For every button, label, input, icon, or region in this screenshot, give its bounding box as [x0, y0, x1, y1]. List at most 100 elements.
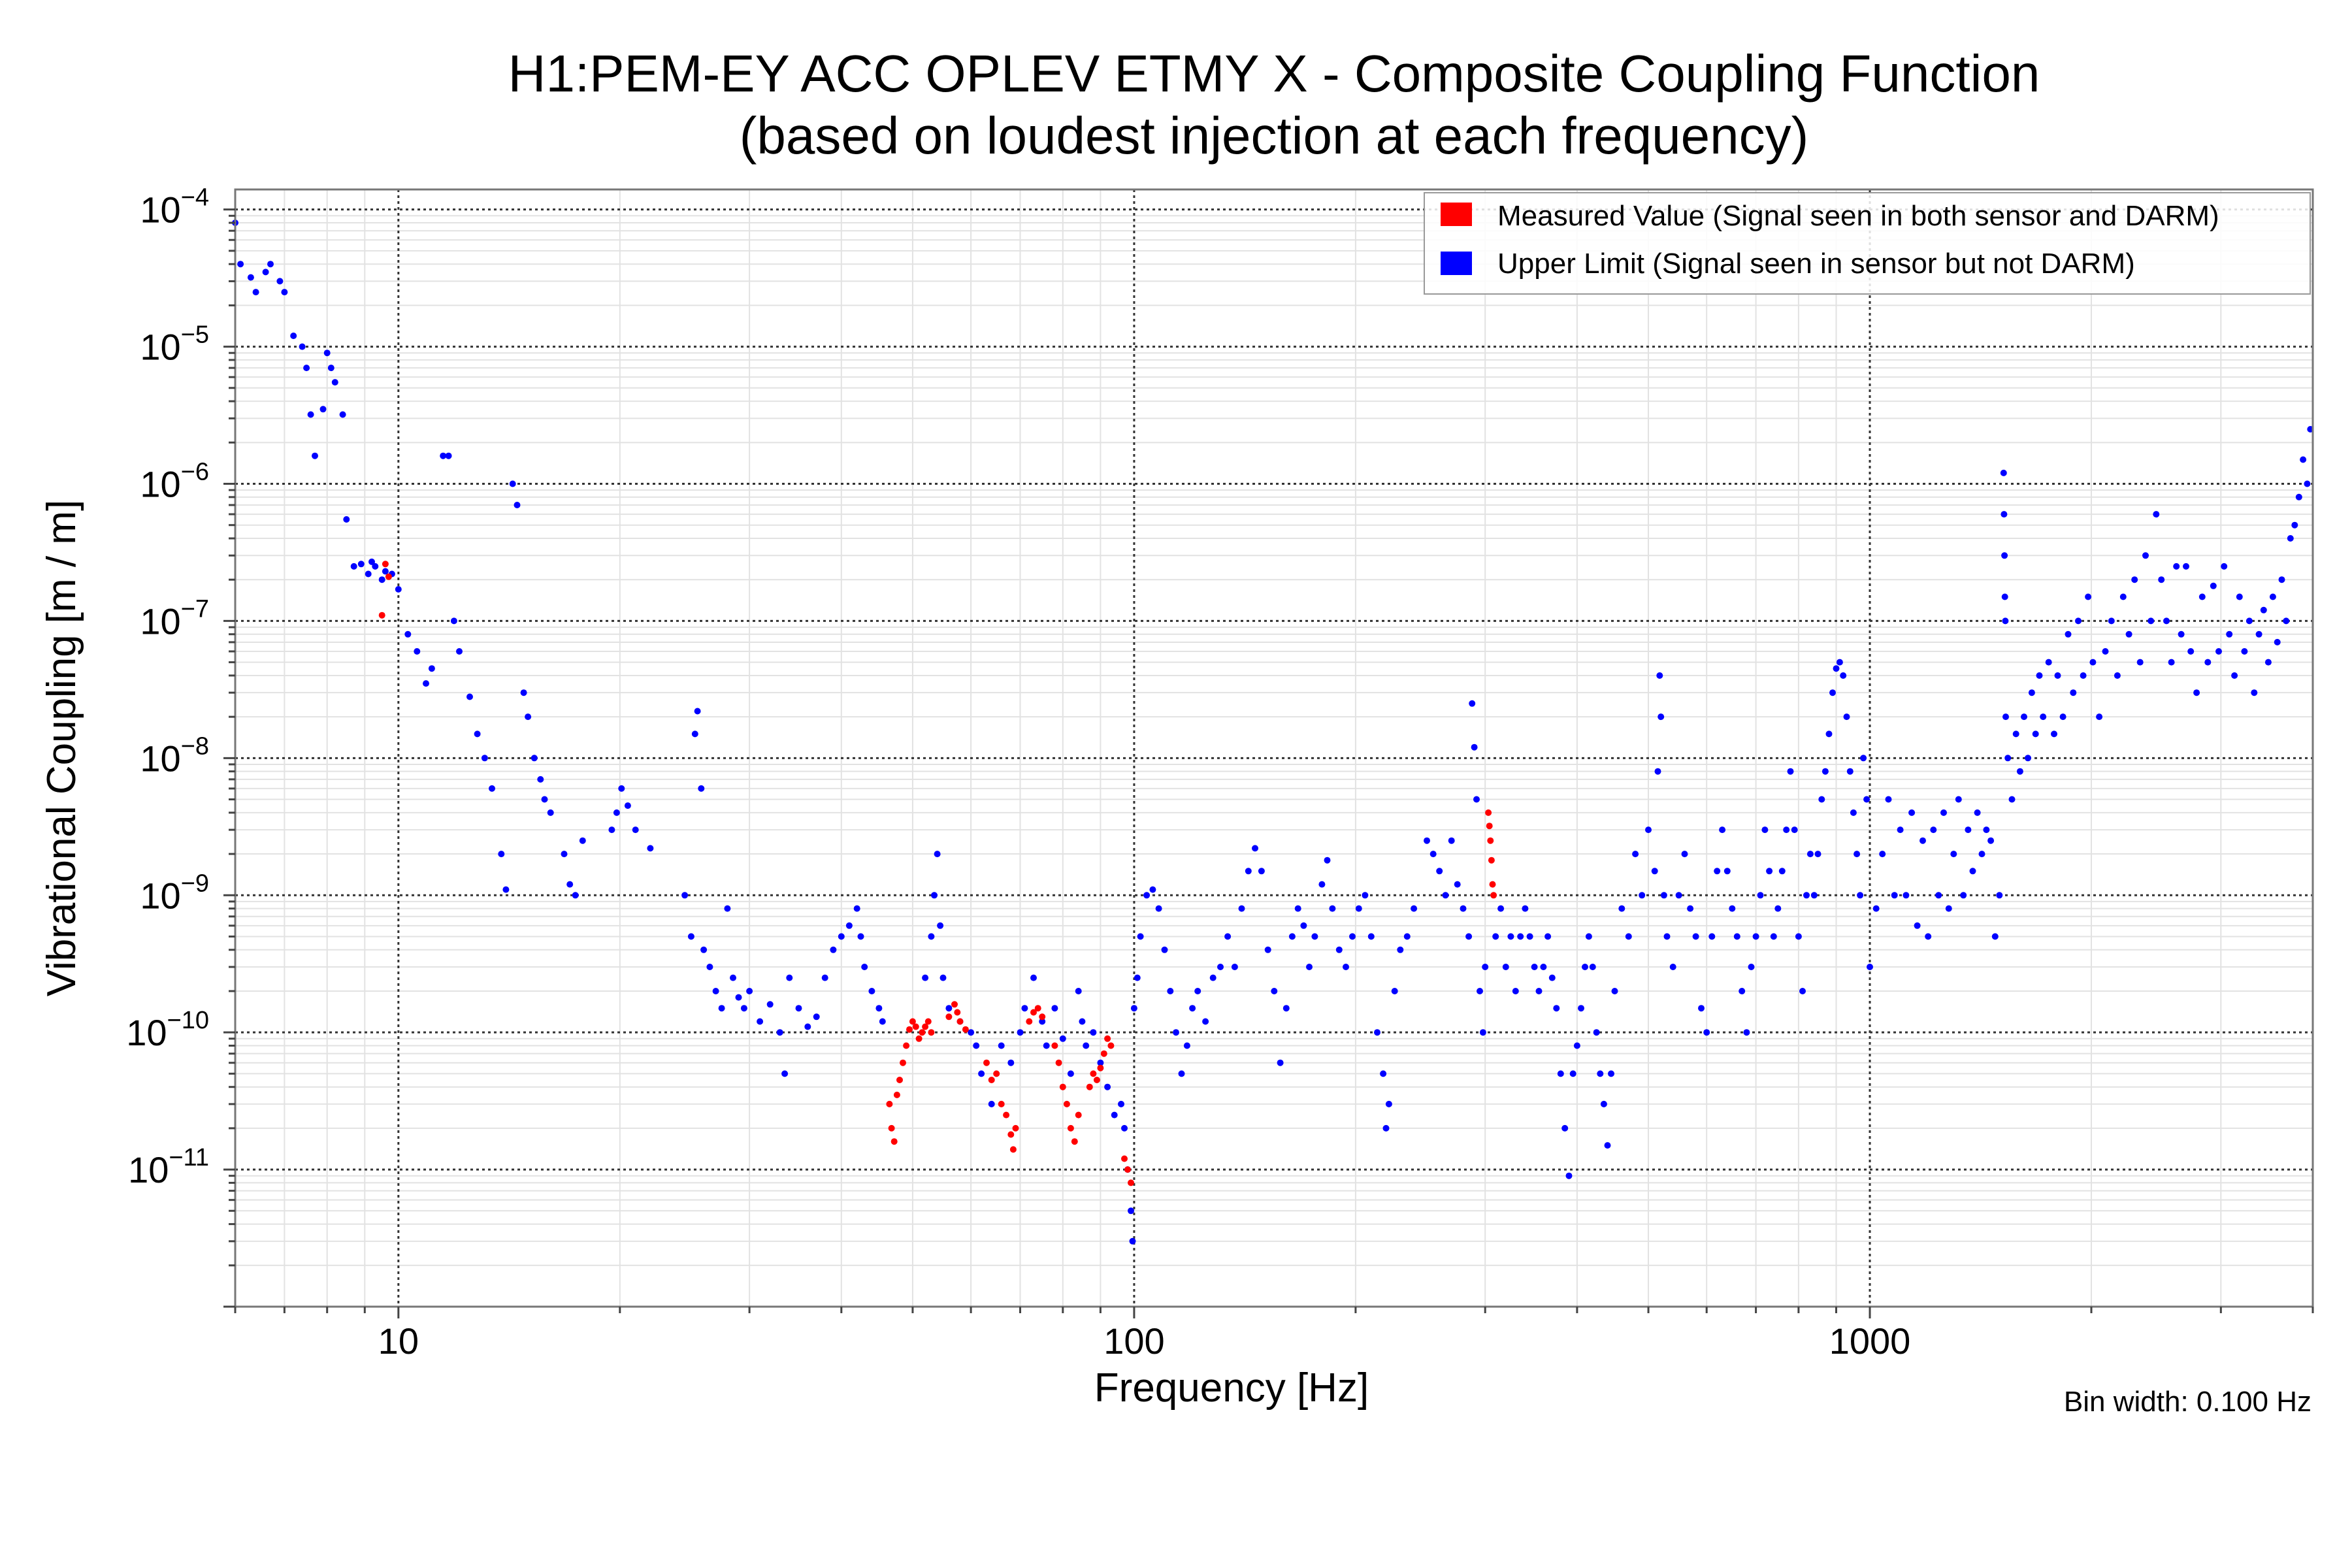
upper-limit-point	[922, 974, 929, 981]
upper-limit-point	[481, 755, 488, 762]
upper-limit-point	[2251, 689, 2258, 696]
upper-limit-point	[502, 886, 510, 893]
measured-point	[1034, 1005, 1041, 1012]
legend-label-measured: Measured Value (Signal seen in both sens…	[1497, 200, 2219, 232]
upper-limit-point	[1178, 1070, 1185, 1077]
upper-limit-point	[1059, 1035, 1066, 1042]
upper-limit-point	[1531, 964, 1538, 970]
upper-limit-point	[1708, 933, 1716, 940]
upper-limit-point	[857, 933, 864, 940]
upper-limit-point	[2059, 713, 2066, 721]
upper-limit-point	[2148, 617, 2155, 625]
upper-limit-point	[514, 502, 521, 508]
measured-point	[1128, 1179, 1134, 1186]
upper-limit-point	[312, 452, 318, 459]
upper-limit-point	[647, 845, 654, 852]
measured-point	[915, 1035, 923, 1042]
upper-limit-point	[879, 1018, 886, 1025]
x-ticks: 10 100 1000	[234, 1307, 2314, 1362]
upper-limit-point	[1940, 809, 1947, 816]
upper-limit-point	[813, 1013, 820, 1021]
upper-limit-point	[2004, 755, 2012, 762]
upper-limit-point	[1983, 826, 1990, 834]
upper-limit-point	[343, 516, 350, 523]
upper-limit-point	[1477, 988, 1483, 994]
upper-limit-point	[1469, 700, 1476, 707]
measured-point	[1100, 1050, 1107, 1057]
upper-limit-point	[2085, 593, 2092, 600]
upper-limit-point	[262, 269, 269, 276]
upper-limit-point	[2153, 511, 2160, 518]
upper-limit-point	[712, 988, 719, 994]
upper-limit-point	[1083, 1042, 1090, 1049]
upper-limit-point	[1167, 988, 1174, 994]
legend-label-upper-limit: Upper Limit (Signal seen in sensor but n…	[1497, 248, 2135, 280]
upper-limit-point	[1385, 1100, 1392, 1107]
upper-limit-point	[509, 480, 516, 487]
upper-limit-point	[1723, 868, 1731, 875]
upper-limit-point	[2040, 713, 2047, 721]
upper-limit-point	[2204, 659, 2212, 666]
measured-point	[1485, 809, 1492, 816]
upper-limit-point	[466, 693, 473, 700]
upper-limit-point	[934, 851, 941, 858]
upper-limit-point	[1935, 892, 1942, 899]
upper-limit-point	[1692, 933, 1699, 940]
upper-limit-point	[382, 568, 389, 575]
upper-limit-point	[1391, 988, 1398, 994]
plot-frame	[234, 188, 2314, 1308]
upper-limit-point	[2096, 713, 2103, 721]
upper-limit-point	[968, 1029, 975, 1036]
upper-limit-point	[520, 689, 527, 696]
upper-limit-point	[378, 576, 385, 583]
upper-limit-point	[1770, 933, 1777, 940]
upper-limit-point	[1343, 964, 1349, 970]
upper-limit-point	[1719, 826, 1726, 834]
measured-point	[1071, 1138, 1078, 1145]
measured-point	[1007, 1131, 1015, 1138]
upper-limit-point	[1778, 868, 1786, 875]
upper-limit-point	[1238, 905, 1245, 912]
upper-limit-point	[1502, 964, 1509, 970]
upper-limit-point	[1965, 826, 1972, 834]
upper-limit-point	[1130, 1005, 1137, 1012]
upper-limit-point	[1075, 988, 1082, 994]
upper-limit-point	[579, 837, 586, 844]
upper-limit-point	[1155, 905, 1162, 912]
upper-limit-point	[2283, 617, 2290, 625]
measured-point	[1009, 1146, 1017, 1153]
upper-limit-point	[1231, 964, 1238, 970]
upper-limit-point	[1850, 809, 1857, 816]
upper-limit-point	[1473, 796, 1480, 803]
upper-limit-point	[2119, 593, 2127, 600]
upper-limit-point	[1996, 892, 2003, 899]
upper-limit-point	[541, 796, 548, 803]
upper-limit-point	[2210, 582, 2217, 589]
upper-limit-point	[1987, 837, 1995, 844]
upper-limit-point	[404, 630, 412, 638]
upper-limit-point	[365, 570, 372, 578]
upper-limit-point	[1202, 1018, 1209, 1025]
upper-limit-point	[1512, 988, 1519, 994]
upper-limit-point	[1714, 868, 1721, 875]
upper-limit-point	[1818, 796, 1825, 803]
upper-limit-point	[323, 350, 331, 357]
upper-limit-point	[2198, 593, 2206, 600]
upper-limit-point	[1836, 659, 1843, 666]
upper-limit-point	[2021, 713, 2027, 721]
upper-limit-point	[1618, 905, 1625, 912]
upper-limit-point	[368, 558, 375, 565]
legend: Measured Value (Signal seen in both sens…	[1424, 192, 2311, 295]
upper-limit-point	[1097, 1059, 1104, 1066]
measured-point	[909, 1018, 916, 1025]
upper-limit-point	[1306, 964, 1313, 970]
upper-limit-point	[2300, 456, 2307, 463]
measured-point	[1059, 1083, 1066, 1090]
upper-limit-point	[1104, 1083, 1111, 1090]
upper-limit-point	[474, 730, 481, 738]
upper-limit-point	[1544, 933, 1552, 940]
upper-limit-point	[687, 933, 694, 940]
upper-limit-point	[1611, 988, 1618, 994]
measured-point	[988, 1077, 995, 1083]
upper-limit-point	[1526, 933, 1533, 940]
